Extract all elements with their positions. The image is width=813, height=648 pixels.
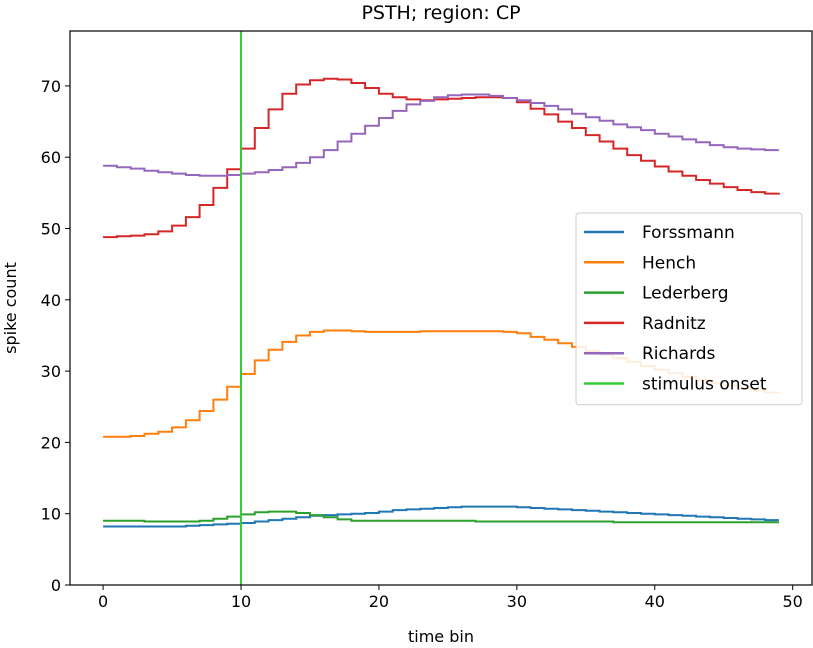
y-tick-label: 10 <box>41 505 61 524</box>
x-tick-label: 30 <box>507 592 527 611</box>
y-tick-label: 70 <box>41 77 61 96</box>
x-tick-label: 40 <box>645 592 665 611</box>
axes: 0 10 20 30 40 50 0 10 20 30 40 50 60 70 <box>41 30 813 611</box>
legend-label-richards: Richards <box>642 344 716 364</box>
y-axis-title: spike count <box>1 262 20 354</box>
x-tick-label: 50 <box>783 592 803 611</box>
series-line-forssmann <box>103 505 779 528</box>
y-tick-label: 50 <box>41 220 61 239</box>
legend-label-stimulus-onset: stimulus onset <box>642 375 767 395</box>
series-line-richards <box>103 93 779 177</box>
x-tick-label: 0 <box>98 592 108 611</box>
x-tick-label: 20 <box>369 592 389 611</box>
x-tick-label: 10 <box>231 592 251 611</box>
y-tick-label: 0 <box>51 576 61 595</box>
y-tick-label: 20 <box>41 433 61 452</box>
legend: Forssmann Hench Lederberg Radnitz Richards st… <box>575 212 803 406</box>
y-tick-label: 30 <box>41 362 61 381</box>
y-tick-label: 40 <box>41 291 61 310</box>
axes-frame <box>69 30 813 586</box>
legend-label-forssmann: Forssmann <box>642 223 735 243</box>
legend-label-hench: Hench <box>642 253 696 273</box>
x-axis-title: time bin <box>408 627 474 646</box>
y-tick-label: 60 <box>41 148 61 167</box>
legend-box <box>575 212 803 406</box>
legend-label-radnitz: Radnitz <box>642 314 706 334</box>
legend-label-lederberg: Lederberg <box>642 284 729 304</box>
series-line-radnitz <box>103 77 780 239</box>
plot-area <box>103 31 780 585</box>
series-line-lederberg <box>103 510 779 524</box>
chart-title: PSTH; region: CP <box>361 2 520 24</box>
